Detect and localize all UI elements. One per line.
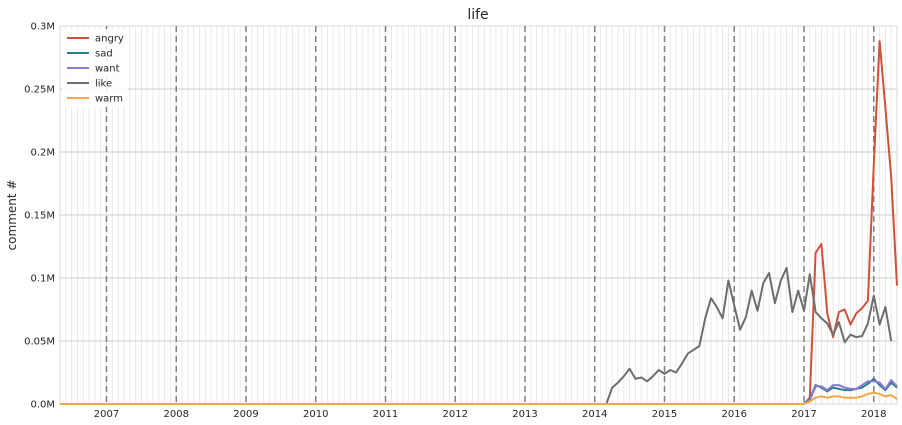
y-tick-label: 0.25M [24, 85, 55, 96]
x-tick-label: 2018 [861, 409, 886, 420]
legend-label-want: want [95, 64, 120, 75]
x-tick-label: 2017 [791, 409, 816, 420]
series-line-like [60, 266, 893, 405]
y-tick-label: 0.2M [30, 148, 55, 159]
legend-label-sad: sad [95, 49, 113, 60]
y-tick-label: 0.1M [30, 274, 55, 285]
x-axis-ticks: 2007 2008 2009 2010 2011 2012 2013 2014 2015 2016… [94, 409, 887, 420]
legend-label-angry: angry [95, 34, 124, 45]
x-tick-label: 2016 [722, 409, 747, 420]
x-tick-label: 2011 [373, 409, 398, 420]
x-tick-label: 2014 [582, 409, 607, 420]
x-tick-label: 2013 [512, 409, 537, 420]
series-line-angry [60, 40, 898, 405]
x-tick-label: 2012 [443, 409, 468, 420]
x-tick-label: 2015 [652, 409, 677, 420]
x-tick-label: 2008 [164, 409, 189, 420]
series-line-warm [60, 391, 898, 405]
series-line-want [60, 379, 898, 405]
legend-label-warm: warm [95, 94, 123, 105]
y-tick-label: 0.05M [24, 337, 55, 348]
chart-title: life [467, 7, 488, 23]
x-tick-label: 2009 [233, 409, 258, 420]
y-tick-label: 0.15M [24, 211, 55, 222]
legend: angry sad want like warm [62, 29, 128, 107]
y-tick-label: 0.3M [30, 22, 55, 33]
y-axis-label: comment # [5, 180, 19, 251]
y-tick-label: 0.0M [30, 400, 55, 411]
series-lines [60, 40, 898, 405]
legend-label-like: like [95, 79, 112, 90]
y-axis-ticks: 0.0M 0.05M 0.1M 0.15M 0.2M 0.25M 0.3M [24, 22, 55, 411]
x-tick-label: 2007 [94, 409, 119, 420]
x-tick-label: 2010 [303, 409, 328, 420]
